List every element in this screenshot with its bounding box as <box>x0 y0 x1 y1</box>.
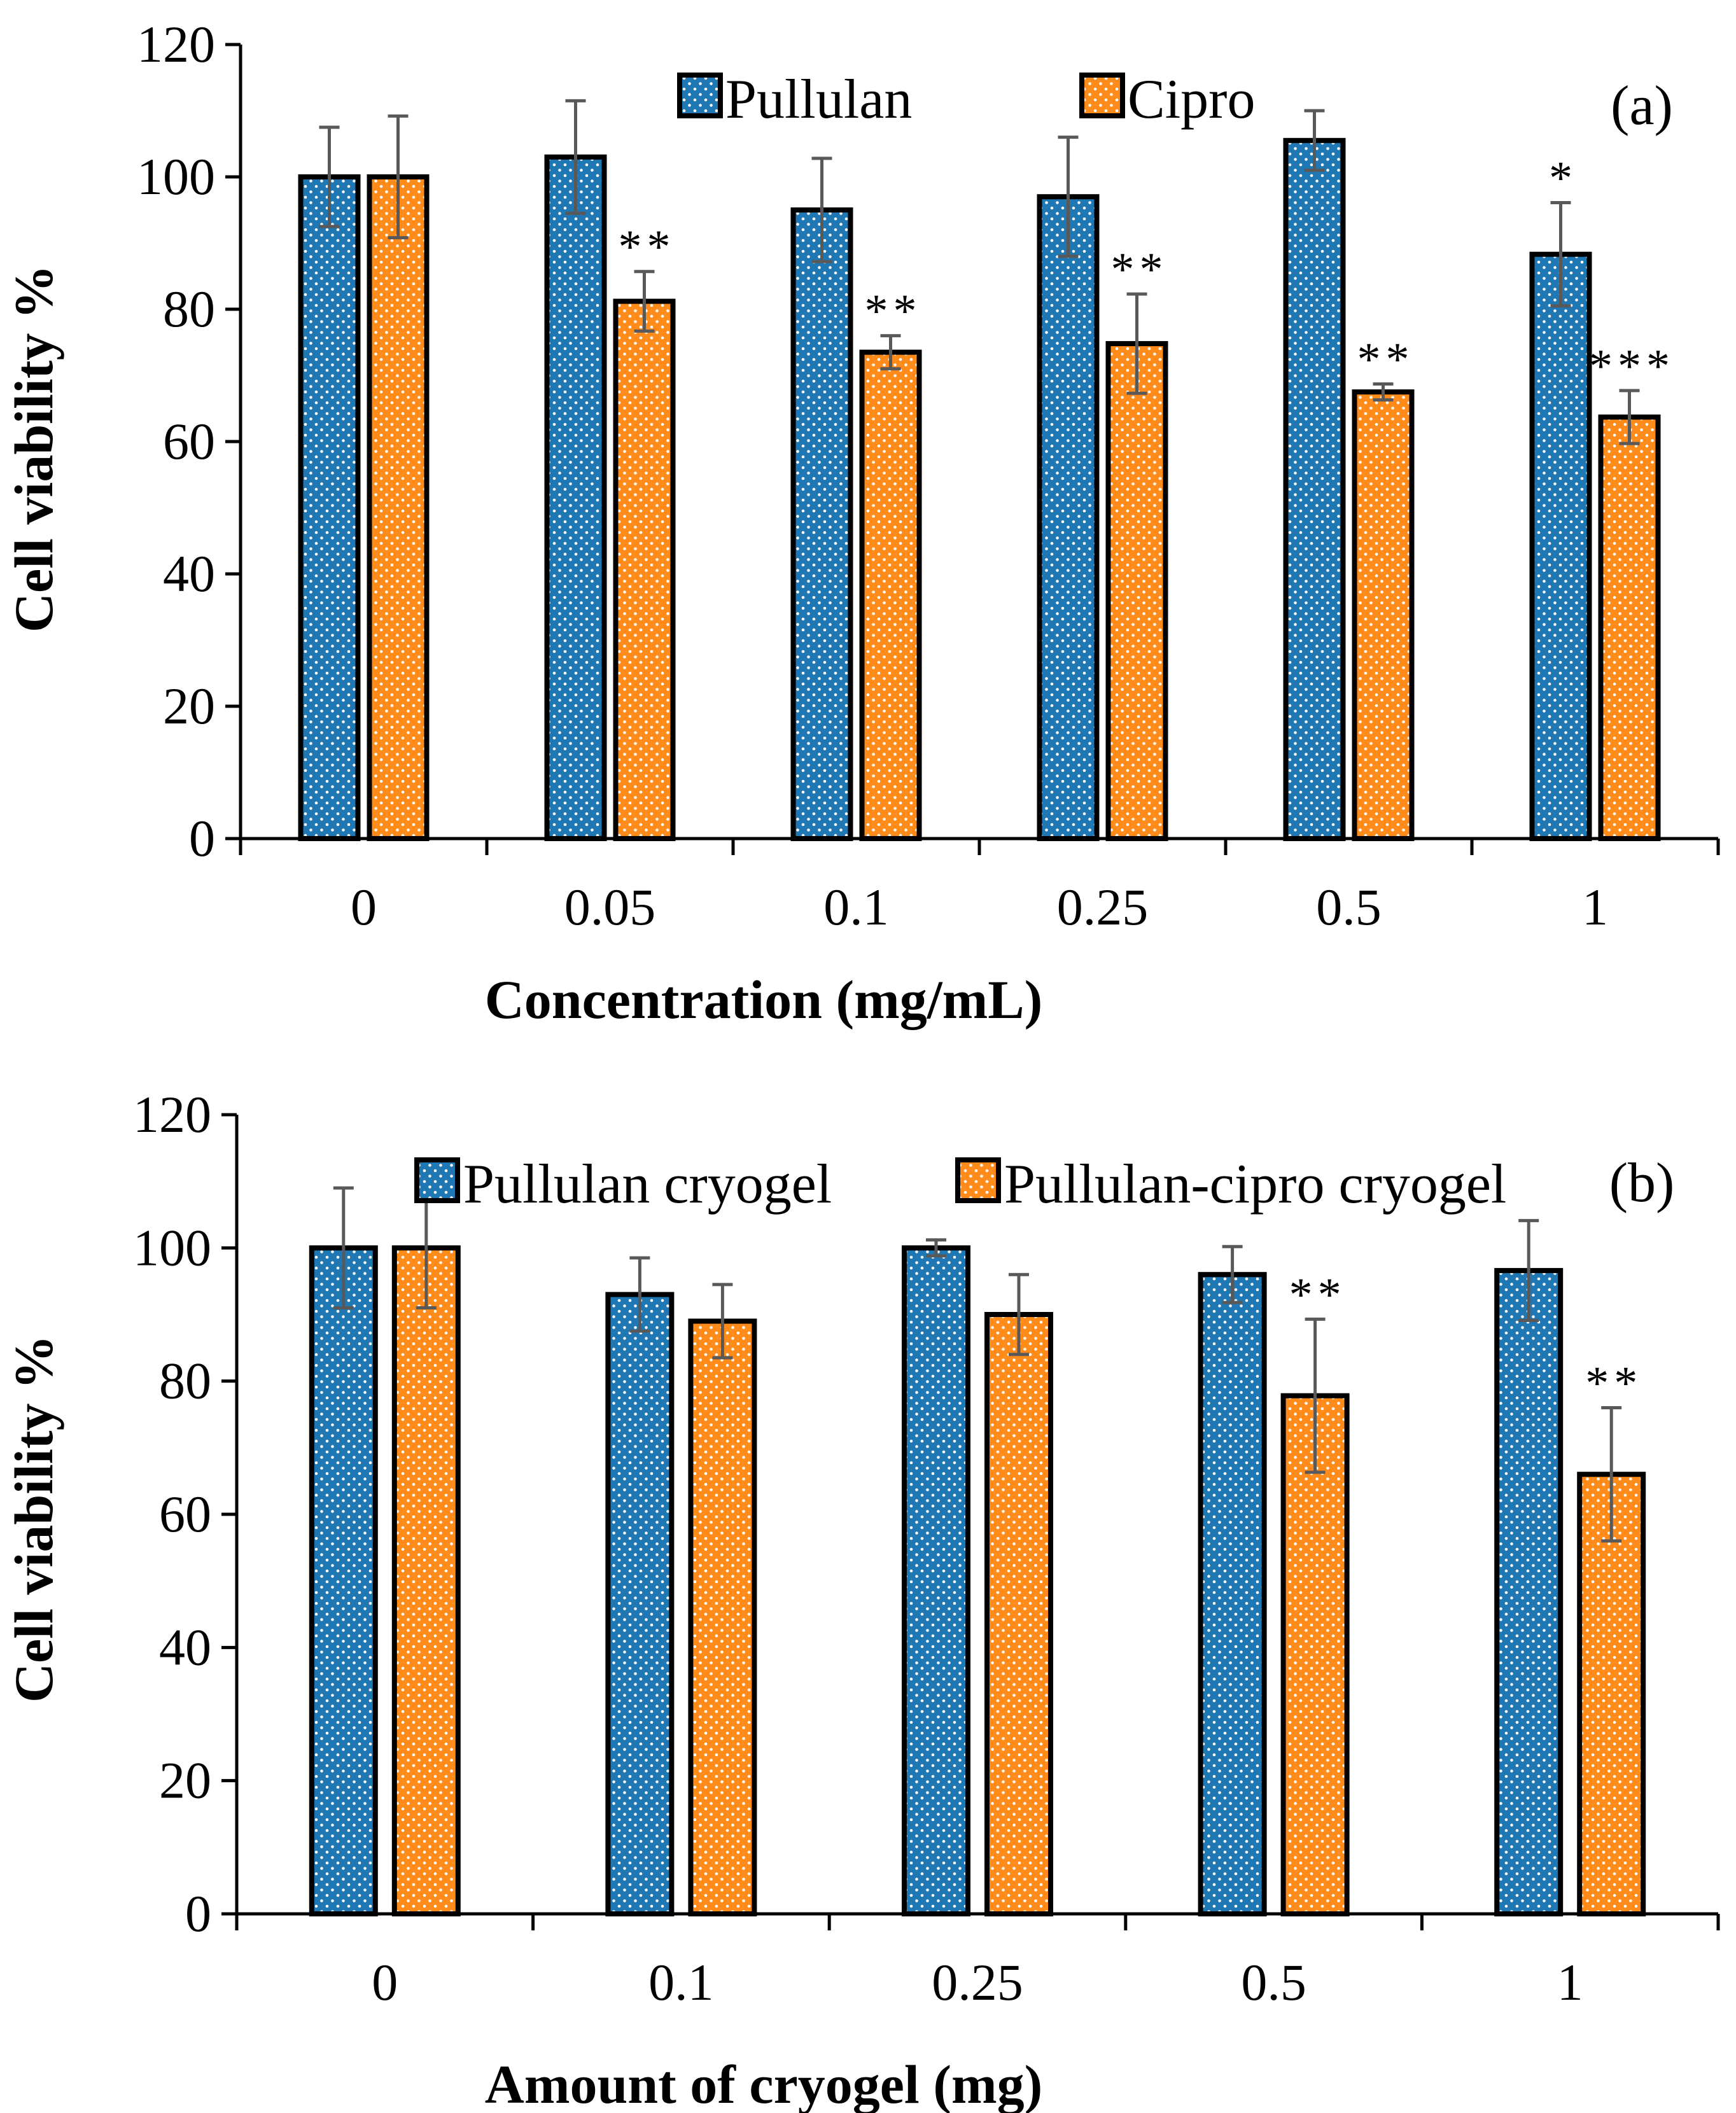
bar-pullulan-0-5 <box>1283 137 1346 841</box>
panel-b-ticks: 0 20 40 60 80 100 120 0 0.1 0.25 0.5 1 <box>133 1085 1720 2011</box>
y-tick-label: 100 <box>137 148 215 206</box>
panel-b-label: (b) <box>1609 1152 1675 1214</box>
bar-pullulan-cipro-cryogel-0 <box>391 1245 461 1916</box>
significance-marker: ** <box>865 286 922 338</box>
y-tick-label: 0 <box>185 1885 211 1942</box>
bar-pullulan-cryogel-0 <box>309 1245 378 1916</box>
significance-marker: ** <box>619 221 676 274</box>
legend-swatch-pullulan-cryogel <box>414 1157 460 1203</box>
y-tick-label: 20 <box>159 1752 211 1810</box>
panel-b-y-axis-title: Cell viability % <box>3 1335 64 1703</box>
panel-a-x-axis-title: Concentration (mg/mL) <box>485 969 1043 1030</box>
y-tick-label: 60 <box>159 1485 211 1543</box>
x-tick-label: 0 <box>372 1953 398 2011</box>
y-tick-label: 0 <box>189 809 215 867</box>
y-tick-label: 20 <box>163 677 215 735</box>
x-tick-label: 0 <box>351 878 377 936</box>
significance-marker: * <box>1549 153 1578 205</box>
y-tick-label: 100 <box>133 1218 211 1276</box>
bar-cipro-0-25 <box>1105 341 1168 841</box>
bar-pullulan-0-1 <box>790 207 853 841</box>
x-tick-label: 0.05 <box>564 878 656 936</box>
x-tick-label: 0.5 <box>1316 878 1382 936</box>
bar-pullulan-cryogel-0-5 <box>1198 1272 1267 1916</box>
y-tick-label: 80 <box>159 1352 211 1410</box>
bar-pullulan-0 <box>298 174 361 841</box>
significance-marker: ** <box>1357 334 1415 386</box>
x-tick-label: 0.1 <box>823 878 889 936</box>
chart-panel-b: ** ** 0 20 40 60 80 100 120 0 0.1 0.25 0.5 1 Amount … <box>3 1085 1720 2113</box>
legend-label-pullulan-cipro-cryogel: Pullulan-cipro cryogel <box>1004 1154 1506 1215</box>
y-tick-label: 120 <box>133 1085 211 1143</box>
significance-marker: ** <box>1289 1269 1347 1321</box>
panel-a-marks: ********* *** <box>298 99 1675 841</box>
y-tick-label: 40 <box>159 1618 211 1676</box>
bar-pullulan-cryogel-1 <box>1494 1267 1564 1917</box>
y-tick-label: 120 <box>137 15 215 73</box>
bar-pullulan-0-05 <box>544 154 607 841</box>
legend-label-cipro: Cipro <box>1128 69 1255 130</box>
legend-swatch-pullulan-cipro-cryogel <box>955 1157 1001 1203</box>
x-tick-label: 0.25 <box>932 1953 1023 2011</box>
x-tick-label: 0.1 <box>648 1953 714 2011</box>
bar-pullulan-cipro-cryogel-1 <box>1577 1472 1646 1916</box>
bar-pullulan-0-25 <box>1037 194 1100 841</box>
bar-cipro-0-05 <box>613 298 676 841</box>
y-tick-label: 60 <box>163 412 215 470</box>
bar-cipro-0 <box>367 174 430 841</box>
panel-a-label: (a) <box>1611 75 1673 137</box>
legend-swatch-cipro <box>1079 73 1125 118</box>
y-tick-label: 80 <box>163 280 215 338</box>
legend-label-pullulan: Pullulan <box>725 69 912 130</box>
bar-cipro-0-1 <box>859 349 922 841</box>
bar-pullulan-cryogel-0-25 <box>902 1245 970 1916</box>
significance-marker: ** <box>1111 244 1168 296</box>
panel-a-ticks: 0 20 40 60 80 100 120 0 0.05 0.1 0.25 0.5 1 <box>137 15 1720 936</box>
significance-marker: *** <box>1589 340 1675 393</box>
significance-marker: ** <box>1585 1358 1642 1410</box>
legend-swatch-pullulan <box>677 73 723 118</box>
panel-b-marks: ** ** <box>309 1186 1646 1917</box>
legend-label-pullulan-cryogel: Pullulan cryogel <box>463 1154 832 1215</box>
x-tick-label: 0.25 <box>1057 878 1149 936</box>
x-tick-label: 1 <box>1557 1953 1583 2011</box>
bar-pullulan-1 <box>1529 251 1592 841</box>
bar-cipro-0-5 <box>1352 389 1415 841</box>
panel-a-legend: Pullulan Cipro <box>677 69 1255 130</box>
y-tick-label: 40 <box>163 545 215 603</box>
bar-pullulan-cipro-cryogel-0-25 <box>984 1312 1053 1916</box>
panel-b-x-axis-title: Amount of cryogel (mg) <box>485 2054 1043 2113</box>
panel-a-y-axis-title: Cell viability % <box>3 265 64 632</box>
x-tick-label: 0.5 <box>1241 1953 1306 2011</box>
x-tick-label: 1 <box>1582 878 1608 936</box>
bar-cipro-1 <box>1598 414 1661 841</box>
panel-b-legend: Pullulan cryogel Pullulan-cipro cryogel <box>414 1154 1506 1215</box>
bar-pullulan-cryogel-0-1 <box>605 1292 675 1916</box>
bar-pullulan-cipro-cryogel-0-1 <box>688 1318 757 1916</box>
